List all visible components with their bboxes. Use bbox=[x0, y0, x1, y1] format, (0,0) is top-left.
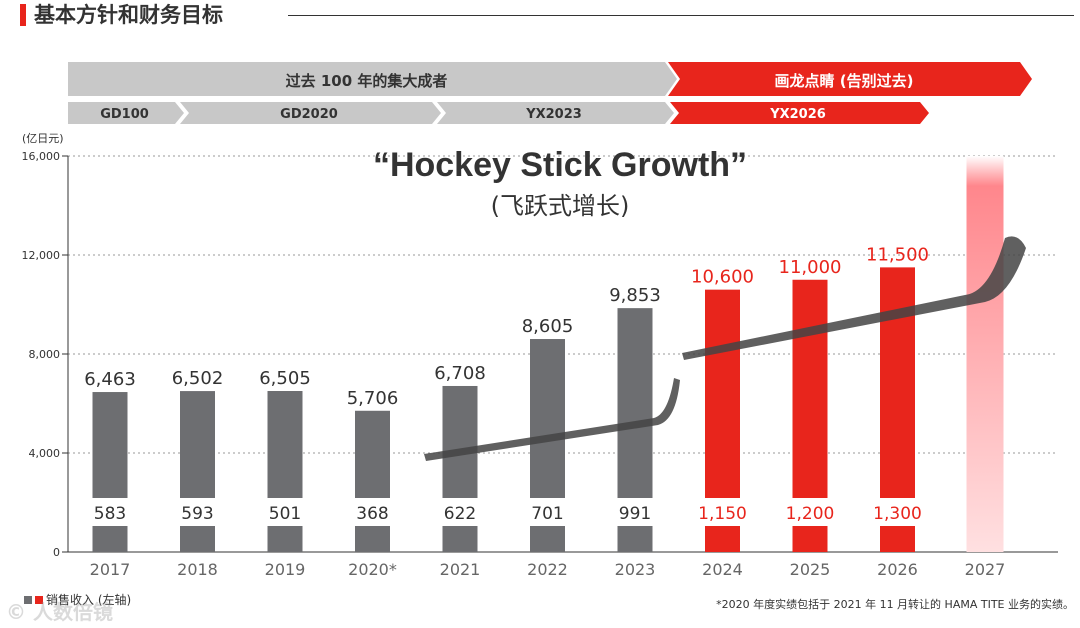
y-tick-label: 4,000 bbox=[29, 447, 61, 460]
plan-label: YX2023 bbox=[525, 107, 582, 122]
plan-arrow bbox=[180, 102, 441, 124]
hockey-stick-future bbox=[682, 236, 1026, 360]
plan-label: GD100 bbox=[100, 107, 149, 122]
y-unit-label: (亿日元) bbox=[22, 132, 64, 145]
bar-lower bbox=[92, 526, 128, 552]
page-title: 基本方针和财务目标 bbox=[34, 3, 223, 27]
bar-lower bbox=[355, 526, 390, 552]
y-tick-label: 0 bbox=[53, 546, 60, 559]
hockey-stick-past bbox=[424, 378, 680, 461]
x-tick-label: 2027 bbox=[965, 560, 1006, 579]
bar-upper bbox=[792, 279, 828, 498]
phase-label: 过去 100 年的集大成者 bbox=[286, 72, 448, 90]
value-label: 8,605 bbox=[522, 316, 574, 337]
plan-label: GD2020 bbox=[280, 107, 338, 122]
value-label: 11,500 bbox=[866, 244, 929, 265]
chart-legend: 销售收入 (左轴) bbox=[24, 591, 131, 608]
x-tick-label: 2018 bbox=[177, 560, 218, 579]
x-tick-label: 2024 bbox=[702, 560, 743, 579]
profit-label: 622 bbox=[444, 504, 476, 524]
value-label: 6,463 bbox=[84, 369, 136, 390]
watermark: © 人数倍镜 bbox=[6, 600, 113, 624]
y-tick-label: 8,000 bbox=[29, 348, 61, 361]
value-label: 6,505 bbox=[259, 368, 311, 389]
profit-label: 1,300 bbox=[873, 504, 922, 524]
x-tick-label: 2023 bbox=[615, 560, 656, 579]
profit-label: 701 bbox=[531, 504, 563, 524]
title-divider bbox=[288, 15, 1074, 16]
profit-label: 501 bbox=[269, 504, 301, 524]
value-label: 10,600 bbox=[691, 267, 754, 288]
profit-label: 583 bbox=[94, 504, 126, 524]
value-label: 6,502 bbox=[172, 368, 224, 389]
legend-label: 销售收入 (左轴) bbox=[46, 593, 132, 607]
x-tick-label: 2022 bbox=[527, 560, 568, 579]
bar-lower bbox=[180, 526, 215, 552]
bar-fade-cap bbox=[966, 156, 1004, 186]
profit-label: 593 bbox=[181, 504, 213, 524]
bar-lower bbox=[880, 526, 915, 552]
bar-upper bbox=[880, 267, 915, 498]
y-tick-label: 16,000 bbox=[22, 150, 61, 163]
x-tick-label: 2021 bbox=[440, 560, 481, 579]
profit-label: 1,150 bbox=[698, 504, 747, 524]
bar-upper bbox=[92, 392, 128, 498]
bar-lower bbox=[442, 526, 478, 552]
headline-title: “Hockey Stick Growth” bbox=[373, 146, 747, 184]
title-accent-bar bbox=[20, 4, 26, 26]
bar-upper bbox=[530, 339, 565, 498]
value-label: 6,708 bbox=[434, 363, 486, 384]
footnote: *2020 年度实绩包括于 2021 年 11 月转让的 HAMA TITE 业… bbox=[716, 598, 1074, 611]
plan-arrow bbox=[437, 102, 674, 124]
bar-lower bbox=[530, 526, 565, 552]
value-label: 9,853 bbox=[609, 285, 661, 306]
phase-arrow bbox=[668, 62, 1032, 96]
bar-upper bbox=[442, 385, 478, 498]
x-tick-label: 2026 bbox=[877, 560, 918, 579]
y-tick-label: 12,000 bbox=[22, 249, 61, 262]
plan-arrow bbox=[68, 102, 184, 124]
bar-lower bbox=[617, 526, 653, 552]
bar-lower bbox=[267, 526, 303, 552]
legend-swatch-target bbox=[35, 595, 43, 604]
bar-upper bbox=[617, 308, 653, 498]
bar-2027-vision bbox=[966, 156, 1004, 552]
bar-lower bbox=[792, 526, 828, 552]
plan-arrow bbox=[670, 102, 929, 124]
value-label: 11,000 bbox=[779, 257, 842, 278]
x-tick-label: 2025 bbox=[790, 560, 831, 579]
x-tick-label: 2020* bbox=[348, 560, 397, 579]
x-tick-label: 2019 bbox=[265, 560, 306, 579]
bar-upper bbox=[705, 289, 740, 498]
phase-arrow bbox=[68, 62, 677, 96]
bar-upper bbox=[267, 391, 303, 498]
bar-upper bbox=[180, 391, 215, 498]
bar-lower bbox=[705, 526, 740, 552]
value-label: 5,706 bbox=[347, 388, 399, 409]
profit-label: 991 bbox=[619, 504, 651, 524]
plan-label: YX2026 bbox=[769, 107, 826, 122]
headline-subtitle: (飞跃式增长) bbox=[491, 192, 630, 220]
x-tick-label: 2017 bbox=[90, 560, 131, 579]
legend-swatch-actual bbox=[24, 595, 32, 604]
phase-label: 画龙点睛 (告别过去) bbox=[775, 72, 914, 90]
bar-upper bbox=[355, 410, 390, 498]
profit-label: 1,200 bbox=[786, 504, 835, 524]
profit-label: 368 bbox=[356, 504, 388, 524]
